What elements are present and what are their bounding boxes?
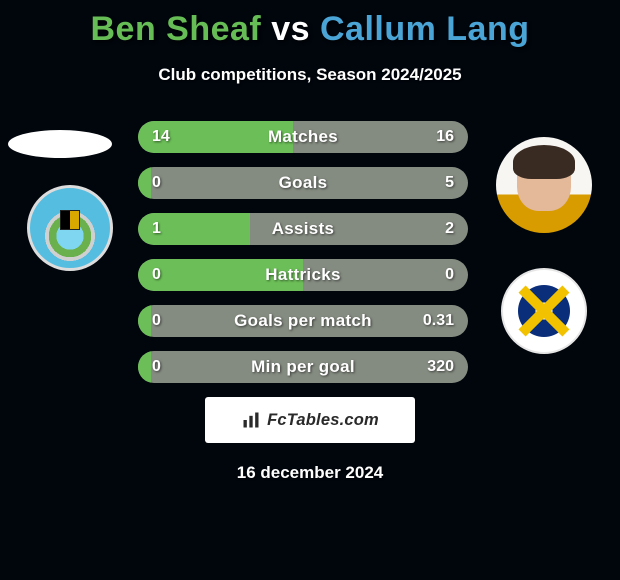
brand-tag[interactable]: FcTables.com <box>205 397 415 443</box>
stat-value-b: 0.31 <box>423 312 454 330</box>
player-b-avatar <box>496 137 592 233</box>
stat-value-a: 0 <box>152 266 161 284</box>
stat-bar: 0 Goals 5 <box>138 167 468 199</box>
stat-value-b: 320 <box>427 358 454 376</box>
stat-label: Min per goal <box>251 357 355 377</box>
crest-star <box>519 286 570 337</box>
stat-value-b: 16 <box>436 128 454 146</box>
player-b-face <box>517 151 571 211</box>
stat-value-b: 0 <box>445 266 454 284</box>
date-label: 16 december 2024 <box>0 463 620 483</box>
comparison-content: 14 Matches 16 0 Goals 5 1 Assists 2 0 Hattricks 0 0 G… <box>0 121 620 483</box>
stat-label: Assists <box>272 219 335 239</box>
brand-text: FcTables.com <box>267 411 379 430</box>
club-a-crest <box>27 185 113 271</box>
subtitle: Club competitions, Season 2024/2025 <box>0 65 620 85</box>
club-b-crest <box>501 268 587 354</box>
stat-value-a: 1 <box>152 220 161 238</box>
stat-bar-fill <box>138 305 151 337</box>
stat-label: Matches <box>268 127 338 147</box>
stat-bar: 14 Matches 16 <box>138 121 468 153</box>
stat-bar: 0 Hattricks 0 <box>138 259 468 291</box>
title-vs: vs <box>271 10 310 48</box>
player-a-name: Ben Sheaf <box>90 10 261 48</box>
stat-bar: 0 Min per goal 320 <box>138 351 468 383</box>
stat-label: Hattricks <box>265 265 340 285</box>
stat-value-a: 14 <box>152 128 170 146</box>
player-b-hair <box>513 145 575 179</box>
stat-bar-fill <box>138 167 151 199</box>
player-b-name: Callum Lang <box>320 10 530 48</box>
stat-value-a: 0 <box>152 174 161 192</box>
stat-value-a: 0 <box>152 312 161 330</box>
chart-icon <box>241 410 261 430</box>
stat-bars: 14 Matches 16 0 Goals 5 1 Assists 2 0 Hattricks 0 0 G… <box>138 121 468 383</box>
stat-value-a: 0 <box>152 358 161 376</box>
stat-value-b: 2 <box>445 220 454 238</box>
stat-bar: 1 Assists 2 <box>138 213 468 245</box>
stat-bar: 0 Goals per match 0.31 <box>138 305 468 337</box>
player-a-avatar <box>8 130 112 158</box>
stat-label: Goals per match <box>234 311 372 331</box>
stat-value-b: 5 <box>445 174 454 192</box>
page-title: Ben Sheaf vs Callum Lang <box>0 0 620 49</box>
stat-bar-fill <box>138 351 151 383</box>
stat-label: Goals <box>279 173 328 193</box>
